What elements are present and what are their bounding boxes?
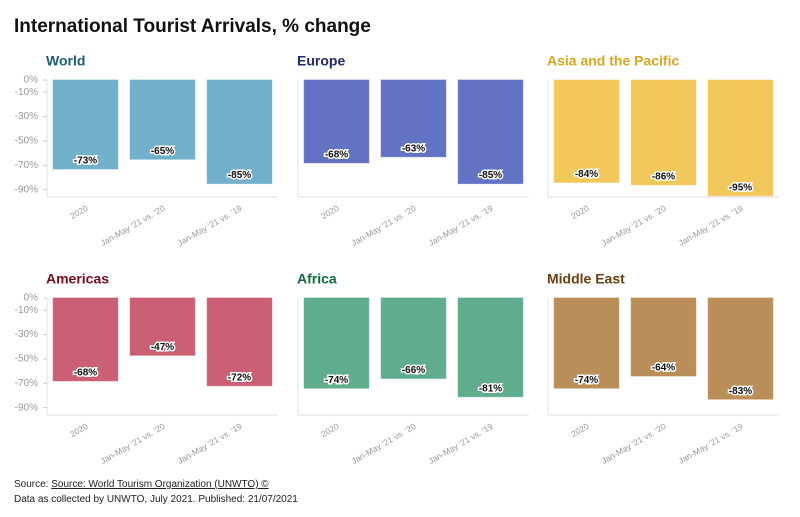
bar-label: -86% [652,171,675,182]
x-tick-label: Jan-May '21 vs. '20 [600,203,668,248]
bar [553,79,620,183]
x-tick-label: Jan-May '21 vs. '19 [677,421,745,466]
bar-label: -68% [325,150,348,161]
y-tick-label: -30% [15,329,38,340]
panel-title: Americas [46,271,109,287]
x-tick-label: Jan-May '21 vs. '19 [176,421,244,466]
x-tick-label: Jan-May '21 vs. '20 [350,421,418,466]
bar-label: -66% [402,365,425,376]
x-tick-label: Jan-May '21 vs. '20 [350,203,418,248]
bar [52,79,119,170]
x-tick-label: Jan-May '21 vs. '20 [600,421,668,466]
bar [457,79,524,185]
bar-label: -65% [151,146,174,157]
bar [630,297,697,377]
y-tick-label: -50% [15,354,38,365]
source-note: Data as collected by UNWTO, July 2021. P… [14,494,298,505]
y-tick-label: -90% [15,402,38,413]
source-link[interactable]: Source: World Tourism Organization (UNWT… [51,479,269,490]
bar [129,297,196,356]
y-tick-label: -50% [15,136,38,147]
y-tick-label: -10% [15,305,38,316]
y-tick-label: -10% [15,87,38,98]
y-tick-label: 0% [24,75,39,86]
bar [206,297,273,387]
source-prefix: Source: [14,479,49,490]
y-tick-label: -70% [15,160,38,171]
bar [303,297,370,389]
bar-label: -68% [74,368,97,379]
source: Source: Source: World Tourism Organizati… [14,479,269,490]
bar [630,79,697,186]
x-tick-label: Jan-May '21 vs. '19 [427,203,495,248]
bar-label: -84% [575,169,598,180]
bar [206,79,273,185]
bar-label: -85% [228,170,251,181]
bar-label: -95% [729,182,752,193]
bar [553,297,620,389]
bar [380,297,447,379]
x-tick-label: 2020 [569,203,591,221]
x-tick-label: 2020 [569,421,591,439]
panel-title: Middle East [547,271,625,287]
y-tick-label: -30% [15,111,38,122]
panel-title: World [46,53,85,69]
panel-title: Asia and the Pacific [547,53,679,69]
bar-label: -85% [479,170,502,181]
bar-label: -74% [325,375,348,386]
bar-label: -73% [74,156,97,167]
bar-label: -64% [652,363,675,374]
y-tick-label: 0% [24,293,39,304]
y-tick-label: -90% [15,184,38,195]
page-title: International Tourist Arrivals, % change [14,16,371,37]
bar-label: -63% [402,143,425,154]
bar [303,79,370,164]
panel-title: Africa [297,271,337,287]
bar [707,297,774,400]
x-tick-label: 2020 [68,421,90,439]
bar-label: -81% [479,383,502,394]
bar [380,79,447,158]
x-tick-label: Jan-May '21 vs. '19 [176,203,244,248]
x-tick-label: Jan-May '21 vs. '20 [99,421,167,466]
x-tick-label: Jan-May '21 vs. '19 [427,421,495,466]
x-tick-label: 2020 [319,203,341,221]
x-tick-label: Jan-May '21 vs. '19 [677,203,745,248]
x-tick-label: Jan-May '21 vs. '20 [99,203,167,248]
x-tick-label: 2020 [319,421,341,439]
bar [457,297,524,398]
bar-label: -72% [228,372,251,383]
bar [707,79,774,197]
bar [52,297,119,382]
panel-title: Europe [297,53,345,69]
bar-label: -47% [151,342,174,353]
bar-label: -83% [729,386,752,397]
y-tick-label: -70% [15,378,38,389]
bar-label: -74% [575,375,598,386]
bar [129,79,196,160]
x-tick-label: 2020 [68,203,90,221]
